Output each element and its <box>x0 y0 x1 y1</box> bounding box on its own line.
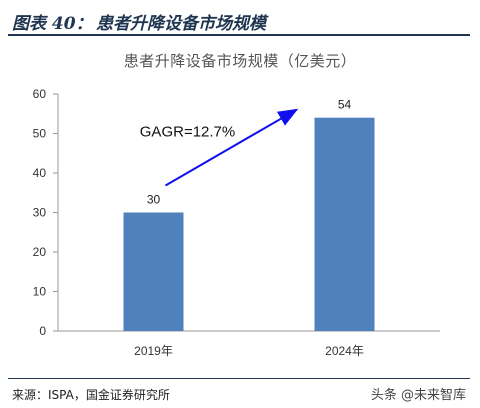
y-tick-label: 40 <box>33 166 47 180</box>
bar-value-label: 54 <box>338 98 352 112</box>
y-tick-label: 0 <box>39 324 46 338</box>
x-tick-label: 2019年 <box>134 344 173 358</box>
growth-arrow <box>164 108 299 187</box>
y-tick-label: 30 <box>33 206 47 220</box>
bars <box>123 117 375 331</box>
cagr-label: GAGR=12.7% <box>140 124 235 141</box>
source-note: 来源：ISPA，国金证券研究所 <box>12 388 170 402</box>
header-rule <box>8 34 470 36</box>
growth-annotation: GAGR=12.7% <box>140 108 299 187</box>
bar <box>314 117 375 331</box>
x-axis: 2019年 2024年 <box>58 330 440 358</box>
figure-title: 患者升降设备市场规模 <box>96 14 266 34</box>
bar-value-label: 30 <box>147 193 161 207</box>
watermark: 头条 @未来智库 <box>370 388 466 403</box>
y-tick-label: 60 <box>33 87 47 101</box>
y-tick-label: 50 <box>33 127 47 141</box>
chart-title: 患者升降设备市场规模（亿美元） <box>123 52 357 70</box>
y-tick-label: 10 <box>33 285 47 299</box>
bar <box>123 212 184 331</box>
figure-label: 图表 40： <box>12 14 93 34</box>
y-axis: 0 10 20 30 40 50 60 <box>33 87 59 338</box>
x-tick-label: 2024年 <box>325 344 364 358</box>
footer-rule <box>8 378 470 379</box>
data-labels: 30 54 <box>147 98 352 207</box>
figure-header: 图表 40： 患者升降设备市场规模 <box>0 0 480 36</box>
y-tick-label: 20 <box>33 245 47 259</box>
